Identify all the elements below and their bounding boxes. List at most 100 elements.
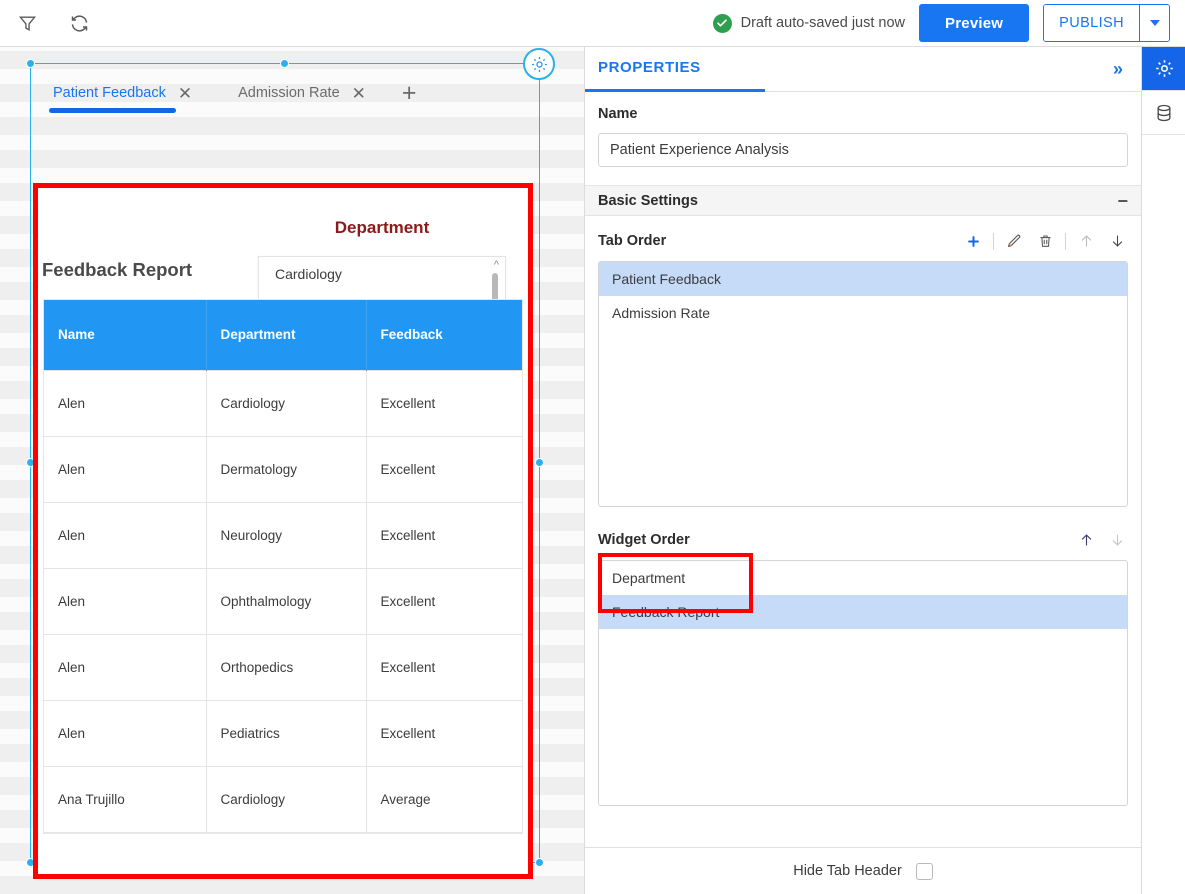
canvas-tab-admission-rate[interactable]: Admission Rate ✕ [232, 69, 372, 117]
publish-button[interactable]: PUBLISH [1044, 5, 1139, 41]
rail-data-button[interactable] [1142, 91, 1185, 135]
table-row[interactable]: Alen Ophthalmology Excellent [44, 567, 522, 635]
cell-department: Cardiology [205, 369, 367, 437]
name-field-block: Name [585, 92, 1141, 185]
cell-feedback: Excellent [365, 369, 522, 437]
delete-icon[interactable] [1034, 230, 1056, 252]
cell-name: Alen [44, 435, 207, 503]
feedback-report-table: Name Department Feedback Alen Cardiology… [44, 300, 522, 833]
cell-feedback: Excellent [365, 501, 522, 569]
resize-handle-middle-right[interactable] [535, 458, 544, 467]
canvas-tab-label: Admission Rate [238, 85, 340, 101]
list-item[interactable]: Patient Feedback [599, 262, 1127, 296]
cell-department: Neurology [205, 501, 367, 569]
widget-order-title: Widget Order [598, 532, 690, 548]
resize-handle-top-left[interactable] [26, 59, 35, 68]
canvas-tab-label: Patient Feedback [53, 85, 166, 101]
cell-name: Alen [44, 567, 207, 635]
cell-department: Orthopedics [205, 633, 367, 701]
add-icon[interactable] [962, 230, 984, 252]
cell-name: Alen [44, 699, 207, 767]
tab-order-listbox[interactable]: Patient Feedback Admission Rate [598, 261, 1128, 507]
feedback-report-title: Feedback Report [42, 259, 193, 280]
status-badge: Draft auto-saved just now [712, 13, 906, 33]
cell-feedback: Excellent [365, 567, 522, 635]
publish-dropdown-button[interactable] [1139, 5, 1169, 41]
tab-order-title: Tab Order [598, 233, 667, 249]
table-row[interactable]: Alen Pediatrics Excellent [44, 699, 522, 767]
cell-department: Pediatrics [205, 699, 367, 767]
cell-feedback: Excellent [365, 633, 522, 701]
toolbar-left-group [0, 8, 94, 38]
cell-feedback: Excellent [365, 699, 522, 767]
publish-button-group: PUBLISH [1043, 4, 1170, 42]
cell-department: Ophthalmology [205, 567, 367, 635]
design-canvas[interactable]: Patient Feedback ✕ Admission Rate ✕ + De… [0, 47, 584, 894]
widget-order-header: Widget Order [598, 529, 1128, 551]
widget-order-block: Widget Order Department Feedback Report [585, 507, 1141, 806]
cell-name: Ana Trujillo [44, 765, 207, 833]
close-icon[interactable]: ✕ [177, 83, 193, 103]
divider [1065, 232, 1066, 250]
table-row[interactable]: Ana Trujillo Cardiology Average [44, 765, 522, 833]
department-widget-title: Department [334, 218, 430, 237]
name-input[interactable] [598, 133, 1128, 167]
column-header-department[interactable]: Department [206, 300, 367, 370]
collapse-section-icon[interactable]: − [1117, 190, 1128, 211]
chevron-up-icon[interactable]: ^ [493, 259, 499, 271]
column-header-name[interactable]: Name [44, 300, 207, 370]
table-row[interactable]: Alen Orthopedics Excellent [44, 633, 522, 701]
move-down-icon[interactable] [1106, 529, 1128, 551]
name-field-label: Name [598, 106, 638, 122]
table-row[interactable]: Alen Dermatology Excellent [44, 435, 522, 503]
preview-button[interactable]: Preview [919, 4, 1030, 42]
canvas-tab-patient-feedback[interactable]: Patient Feedback ✕ [47, 69, 198, 117]
right-icon-rail [1141, 47, 1185, 894]
filter-icon[interactable] [12, 8, 42, 38]
list-item[interactable]: Cardiology [275, 266, 342, 282]
resize-handle-middle-left[interactable] [26, 458, 35, 467]
properties-header: PROPERTIES » [585, 47, 1141, 92]
close-icon[interactable]: ✕ [351, 83, 366, 103]
add-tab-button[interactable]: + [401, 78, 417, 107]
tab-order-header: Tab Order [598, 230, 1128, 252]
list-item[interactable]: Department [612, 570, 686, 586]
edit-icon[interactable] [1003, 230, 1025, 252]
table-row[interactable]: Alen Cardiology Excellent [44, 369, 522, 437]
resize-handle-bottom-left[interactable] [26, 858, 35, 867]
widget-order-listbox[interactable]: Department Feedback Report [598, 560, 1128, 806]
top-toolbar: Draft auto-saved just now Preview PUBLIS… [0, 0, 1185, 47]
section-basic-settings[interactable]: Basic Settings − [585, 185, 1141, 216]
move-up-icon[interactable] [1075, 529, 1097, 551]
refresh-icon[interactable] [64, 8, 94, 38]
tab-properties[interactable]: PROPERTIES [585, 47, 765, 92]
active-tab-underline [49, 108, 177, 113]
rail-settings-button[interactable] [1142, 47, 1185, 91]
list-item[interactable]: Feedback Report [599, 595, 1127, 629]
move-down-icon[interactable] [1106, 230, 1128, 252]
resize-handle-top-middle[interactable] [280, 59, 289, 68]
hide-tab-header-label: Hide Tab Header [793, 863, 902, 879]
check-circle-icon [712, 13, 732, 33]
table-body: Alen Cardiology Excellent Alen Dermatolo… [44, 369, 522, 833]
table-header-row: Name Department Feedback [44, 300, 522, 370]
tab-order-block: Tab Order [585, 216, 1141, 507]
scrollbar-thumb[interactable] [492, 273, 498, 315]
cell-feedback: Excellent [365, 435, 522, 503]
properties-panel: PROPERTIES » Name Basic Settings − Tab O… [584, 47, 1141, 894]
hide-tab-header-checkbox[interactable] [915, 862, 933, 880]
canvas-tab-strip: Patient Feedback ✕ Admission Rate ✕ + [33, 69, 537, 117]
tab-order-actions [962, 230, 1128, 252]
widget-settings-gear-icon[interactable] [523, 48, 555, 80]
cell-name: Alen [44, 369, 207, 437]
list-item[interactable]: Admission Rate [612, 305, 711, 321]
column-header-feedback[interactable]: Feedback [366, 300, 522, 370]
move-up-icon[interactable] [1075, 230, 1097, 252]
table-row[interactable]: Alen Neurology Excellent [44, 501, 522, 569]
autosave-status-text: Draft auto-saved just now [740, 15, 906, 31]
collapse-panel-icon[interactable]: » [1112, 59, 1123, 79]
widget-order-actions [1075, 529, 1128, 551]
divider [993, 232, 994, 250]
cell-name: Alen [44, 501, 207, 569]
resize-handle-bottom-right[interactable] [535, 858, 544, 867]
